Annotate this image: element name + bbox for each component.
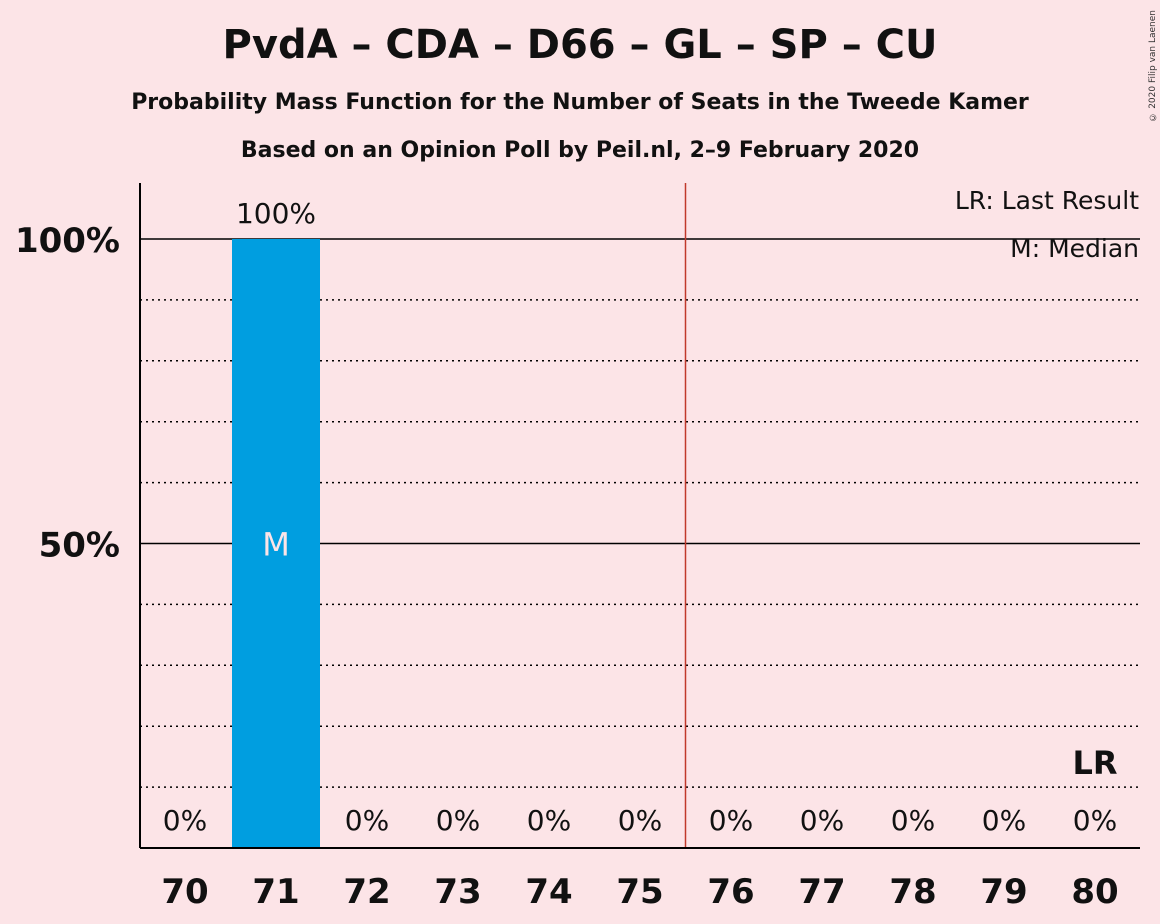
data-label: 0% bbox=[982, 804, 1026, 837]
data-label: 0% bbox=[1073, 804, 1117, 837]
median-marker: M bbox=[262, 526, 290, 564]
data-label: 100% bbox=[236, 197, 316, 230]
x-tick-label: 72 bbox=[343, 872, 390, 912]
x-tick-label: 70 bbox=[161, 872, 208, 912]
data-label: 0% bbox=[163, 804, 207, 837]
x-tick-label: 74 bbox=[525, 872, 572, 912]
y-tick-label: 100% bbox=[15, 221, 120, 261]
x-tick-label: 76 bbox=[707, 872, 754, 912]
x-tick-label: 71 bbox=[252, 872, 299, 912]
x-tick-label: 79 bbox=[980, 872, 1027, 912]
last-result-marker: LR bbox=[1072, 744, 1117, 782]
chart-subtitle: Probability Mass Function for the Number… bbox=[131, 90, 1029, 115]
legend-last-result: LR: Last Result bbox=[955, 186, 1139, 215]
chart-title: PvdA – CDA – D66 – GL – SP – CU bbox=[222, 22, 938, 68]
data-label: 0% bbox=[345, 804, 389, 837]
x-tick-label: 78 bbox=[889, 872, 936, 912]
x-tick-label: 77 bbox=[798, 872, 845, 912]
data-label: 0% bbox=[800, 804, 844, 837]
bar-seats-71 bbox=[232, 239, 320, 848]
legend-median: M: Median bbox=[1010, 234, 1139, 263]
x-tick-label: 73 bbox=[434, 872, 481, 912]
y-tick-label: 50% bbox=[39, 526, 120, 566]
chart-source: Based on an Opinion Poll by Peil.nl, 2–9… bbox=[240, 138, 920, 163]
data-label: 0% bbox=[891, 804, 935, 837]
data-label: 0% bbox=[618, 804, 662, 837]
x-tick-label: 80 bbox=[1071, 872, 1118, 912]
data-label: 0% bbox=[436, 804, 480, 837]
data-label: 0% bbox=[527, 804, 571, 837]
data-label: 0% bbox=[709, 804, 753, 837]
x-tick-label: 75 bbox=[616, 872, 663, 912]
